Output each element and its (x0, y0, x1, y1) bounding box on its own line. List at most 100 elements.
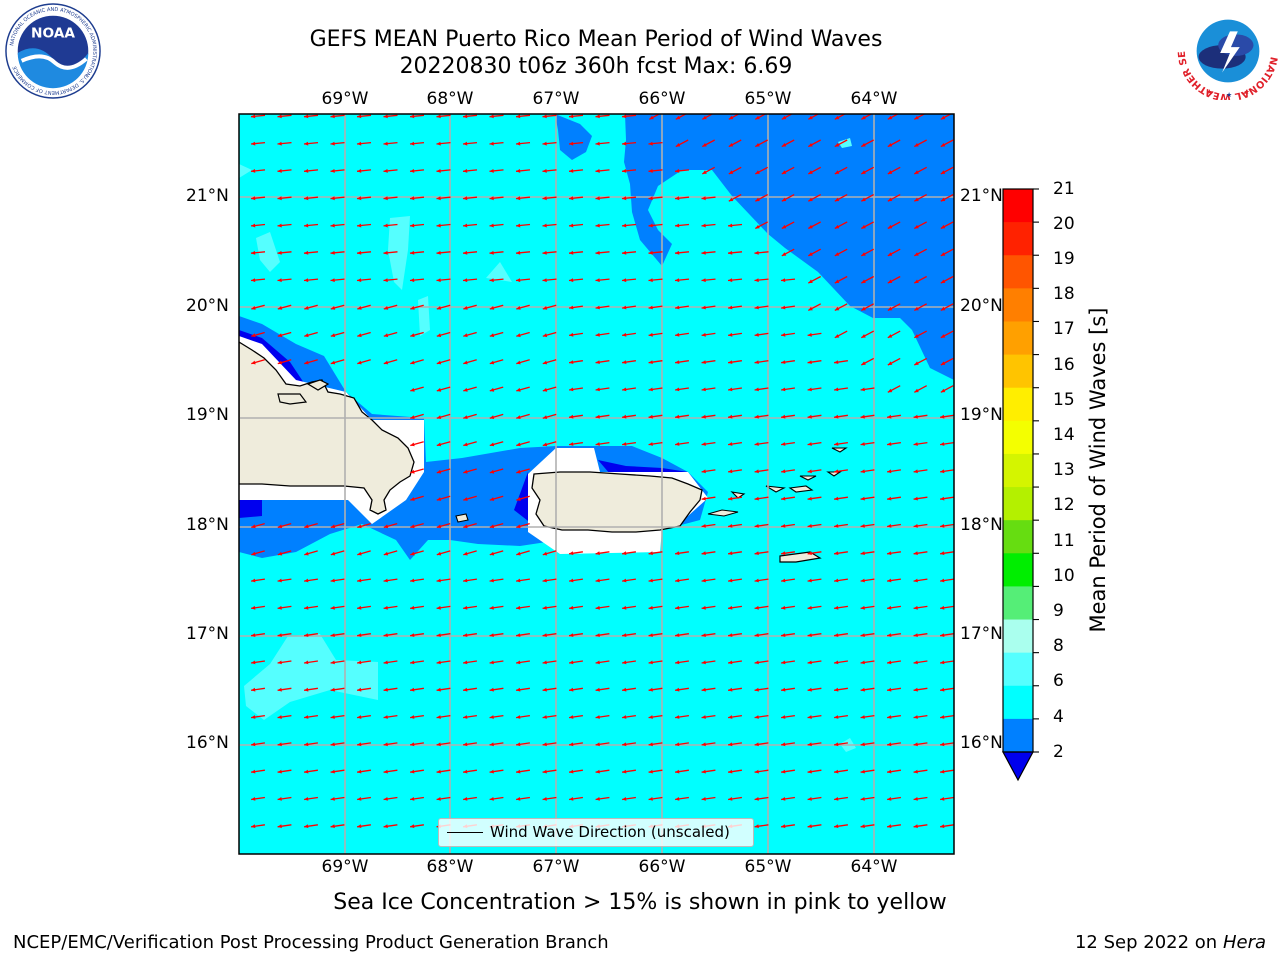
wind-arrow (834, 605, 848, 610)
wind-arrow (701, 196, 716, 201)
wind-arrow (277, 223, 292, 228)
footer-organization: NCEP/EMC/Verification Post Processing Pr… (13, 932, 609, 953)
wind-arrow (887, 139, 901, 148)
wind-arrow (515, 169, 531, 173)
wind-arrow (913, 139, 928, 148)
wind-arrow (569, 714, 583, 719)
wind-arrow (277, 250, 292, 255)
wind-arrow (542, 687, 557, 692)
wind-arrow (648, 414, 663, 419)
wind-arrow (463, 742, 477, 747)
wind-arrow (357, 359, 371, 365)
wind-arrow (303, 114, 319, 119)
wind-arrow (754, 633, 769, 637)
wind-arrow (701, 360, 716, 364)
wind-arrow (516, 660, 530, 665)
wind-arrow (250, 114, 266, 119)
wind-arrow (410, 633, 424, 637)
wind-arrow (330, 169, 345, 173)
wind-arrow (304, 660, 318, 665)
wind-arrow (568, 196, 584, 201)
wind-arrow (781, 194, 795, 202)
wind-arrow (489, 141, 504, 146)
wind-arrow (887, 248, 901, 257)
wind-arrow (860, 114, 873, 120)
wind-arrow (754, 714, 769, 719)
wind-arrow (754, 605, 769, 610)
wind-arrow (568, 114, 584, 119)
wind-arrow (595, 551, 610, 556)
wind-arrow (542, 196, 557, 201)
wind-arrow (860, 166, 875, 175)
wind-arrow (250, 169, 266, 173)
wind-arrow (568, 278, 584, 283)
wind-arrow (807, 441, 822, 446)
wind-arrow (622, 796, 636, 801)
lon-label: 69°W (321, 89, 369, 109)
lon-label: 65°W (744, 857, 792, 877)
wind-arrow (410, 522, 424, 529)
wave-period-region (256, 232, 280, 272)
wind-arrow (940, 330, 954, 339)
colorbar-tick: 4 (1053, 707, 1064, 727)
wind-arrow (860, 605, 875, 610)
wind-arrow (251, 331, 265, 338)
wind-arrow (277, 578, 292, 583)
map-frame (238, 113, 955, 855)
wind-arrow (515, 141, 531, 146)
wind-arrow (913, 303, 928, 311)
wind-arrow (807, 496, 822, 501)
svg-text:★: ★ (1226, 91, 1232, 99)
wind-arrow (489, 522, 504, 529)
wind-arrow (542, 250, 557, 255)
wind-arrow (569, 633, 583, 637)
lon-label: 67°W (532, 857, 580, 877)
wind-arrow (913, 414, 928, 419)
wind-arrow (516, 468, 530, 474)
wind-arrow (330, 687, 345, 692)
wind-arrow (410, 495, 424, 501)
wind-arrow (860, 357, 875, 366)
lat-label: 20°N (186, 296, 229, 316)
wind-arrow (781, 578, 795, 583)
wind-arrow (489, 114, 504, 119)
lon-label: 64°W (850, 89, 898, 109)
wind-arrow (940, 742, 954, 747)
colorbar-segment (1003, 652, 1033, 687)
wind-arrow (277, 714, 292, 719)
wind-arrow (251, 687, 265, 692)
wind-arrow (860, 330, 875, 339)
wind-arrow (330, 633, 345, 637)
colorbar-frame (1002, 188, 1034, 753)
lat-label: 21°N (960, 186, 1003, 206)
wind-arrow (277, 141, 292, 146)
wind-arrow (622, 332, 636, 337)
wind-arrow (568, 250, 584, 255)
lon-label: 68°W (426, 857, 474, 877)
wind-arrow (913, 275, 928, 284)
wind-arrow (542, 278, 557, 283)
colorbar-tick: 12 (1053, 495, 1075, 515)
wind-arrow (701, 305, 716, 310)
wind-arrow (489, 796, 504, 801)
wind-arrow (595, 769, 610, 774)
wind-arrow (542, 769, 557, 774)
wind-arrow (860, 221, 875, 230)
wind-arrow (622, 633, 636, 637)
wind-arrow (860, 387, 875, 392)
wind-arrow (304, 304, 318, 310)
wave-period-region (418, 296, 430, 336)
wind-arrow (648, 278, 663, 283)
wind-arrow (489, 278, 504, 283)
wind-arrow (277, 824, 292, 829)
wind-arrow (383, 578, 398, 583)
wind-arrow (251, 522, 265, 529)
wind-arrow (940, 303, 954, 311)
wind-arrow (383, 304, 398, 310)
wind-arrow (754, 139, 769, 148)
wind-arrow (834, 687, 848, 692)
wind-arrow (940, 714, 954, 719)
wind-arrow (304, 687, 318, 692)
wind-arrow (754, 305, 769, 310)
wind-arrow (834, 414, 848, 419)
